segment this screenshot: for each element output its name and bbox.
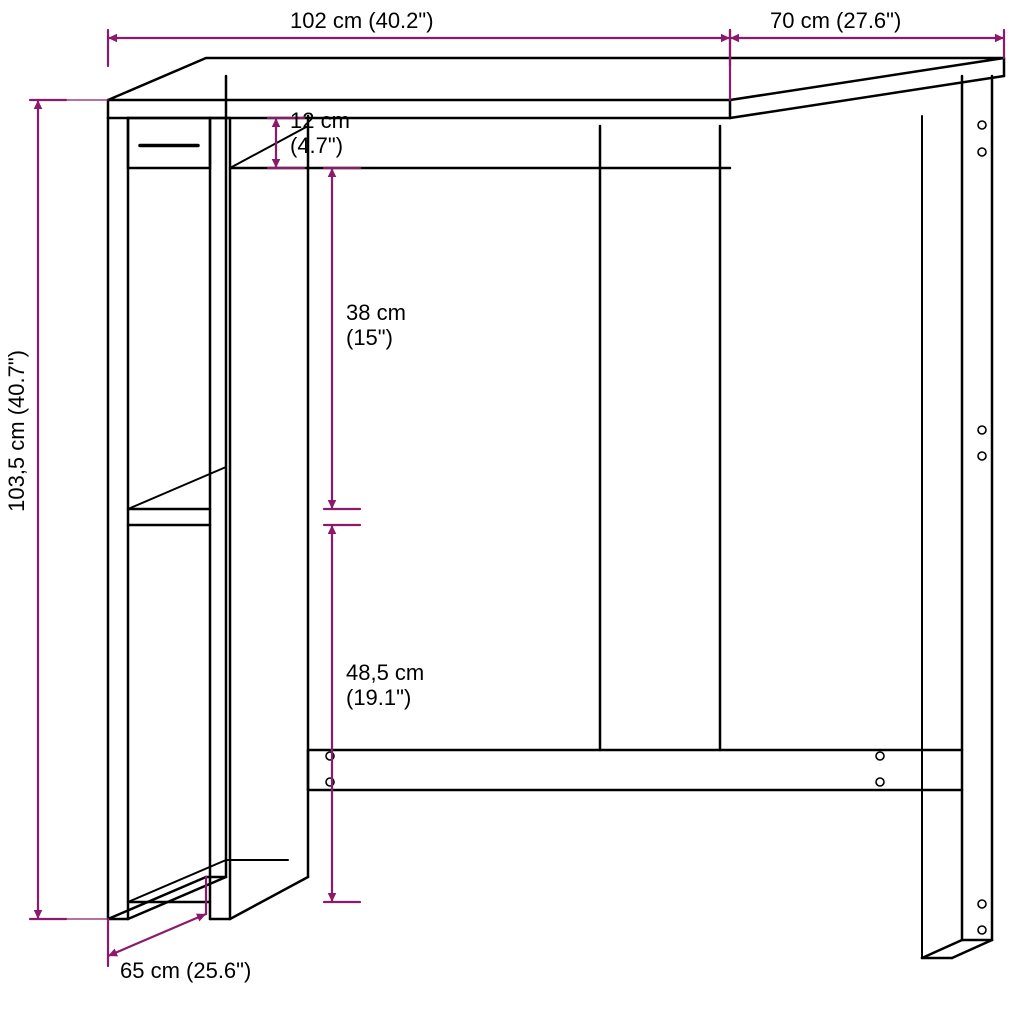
dim-upper-gap-text: 38 cm (15") <box>346 300 406 351</box>
dim-upper-gap: 38 cm (15") <box>346 300 406 351</box>
dim-depth-top: 70 cm (27.6") <box>770 8 901 34</box>
dim-depth-bottom: 65 cm (25.6") <box>120 958 251 984</box>
dim-width-top: 102 cm (40.2") <box>290 8 434 34</box>
dim-height-left: 103,5 cm (40.7") <box>4 350 30 512</box>
dim-drawer-h: 12 cm (4.7") <box>290 108 350 159</box>
dim-drawer-h-text: 12 cm (4.7") <box>290 108 350 159</box>
dim-lower-gap: 48,5 cm (19.1") <box>346 660 424 711</box>
dim-lower-gap-text: 48,5 cm (19.1") <box>346 660 424 711</box>
